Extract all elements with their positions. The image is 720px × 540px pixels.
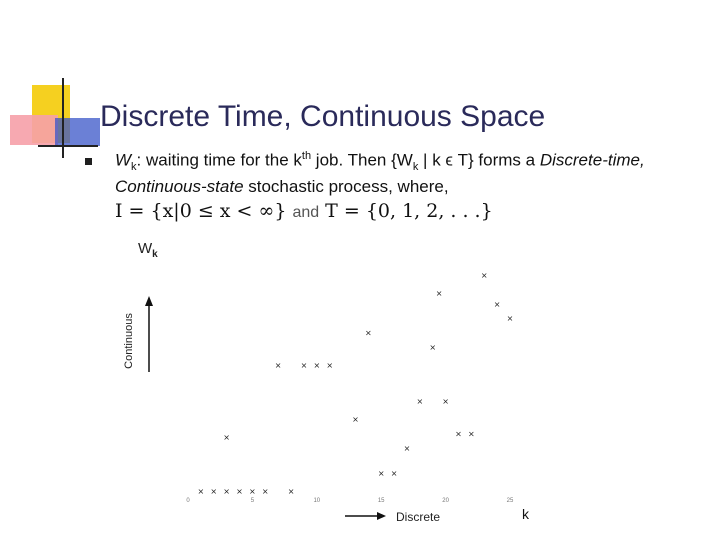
data-point: × [223, 433, 230, 442]
x-tick-label: 5 [251, 498, 255, 504]
y-axis-label: Wk [138, 240, 158, 260]
deco-horizontal-line [38, 145, 98, 147]
data-point: × [404, 444, 411, 453]
formula-state-space: I = {x|0 ≤ x < ∞} [115, 200, 287, 222]
data-point: × [436, 289, 443, 298]
data-point: × [365, 329, 372, 338]
bullet-line-1: Wk: waiting time for the kth job. Then {… [115, 150, 645, 174]
bullet-marker [85, 158, 92, 165]
data-point: × [210, 487, 217, 496]
data-point: × [352, 415, 359, 424]
data-point: × [223, 487, 230, 496]
x-tick-label: 20 [442, 498, 449, 504]
data-point: × [468, 429, 475, 438]
x-tick-label: 15 [378, 498, 385, 504]
x-tick-label: 25 [507, 498, 514, 504]
discrete-annotation: Discrete [396, 510, 441, 524]
data-point: × [455, 429, 462, 438]
deco-vertical-line [62, 78, 64, 158]
formula-and: and [292, 204, 320, 221]
data-point: × [481, 271, 488, 280]
data-point: × [301, 361, 308, 370]
data-point: × [262, 487, 269, 496]
x-tick-label: 0 [186, 498, 190, 504]
data-point: × [275, 361, 282, 370]
data-point: × [507, 314, 514, 323]
data-point: × [429, 343, 436, 352]
x-tick-label: 10 [313, 498, 320, 504]
data-point: × [249, 487, 256, 496]
data-point: × [313, 361, 320, 370]
data-point: × [442, 397, 449, 406]
data-point: × [494, 300, 501, 309]
data-point: × [198, 487, 205, 496]
bullet-line-2: Continuous-state stochastic process, whe… [115, 177, 449, 196]
data-point: × [391, 469, 398, 478]
formula: I = {x|0 ≤ x < ∞} and T = {0, 1, 2, . . .} [115, 200, 493, 222]
continuous-arrowhead [145, 296, 153, 306]
deco-red-block [10, 115, 58, 145]
formula-index-set: T = {0, 1, 2, . . .} [325, 200, 493, 222]
data-point: × [416, 397, 423, 406]
discrete-arrowhead [377, 512, 386, 520]
data-point: × [236, 487, 243, 496]
data-point: × [326, 361, 333, 370]
slide-title: Discrete Time, Continuous Space [100, 100, 546, 133]
x-axis-label: k [522, 506, 529, 522]
data-point: × [288, 487, 295, 496]
data-point: × [378, 469, 385, 478]
